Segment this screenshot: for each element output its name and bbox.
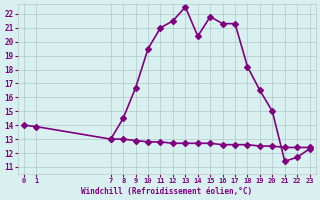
X-axis label: Windchill (Refroidissement éolien,°C): Windchill (Refroidissement éolien,°C) bbox=[81, 187, 252, 196]
